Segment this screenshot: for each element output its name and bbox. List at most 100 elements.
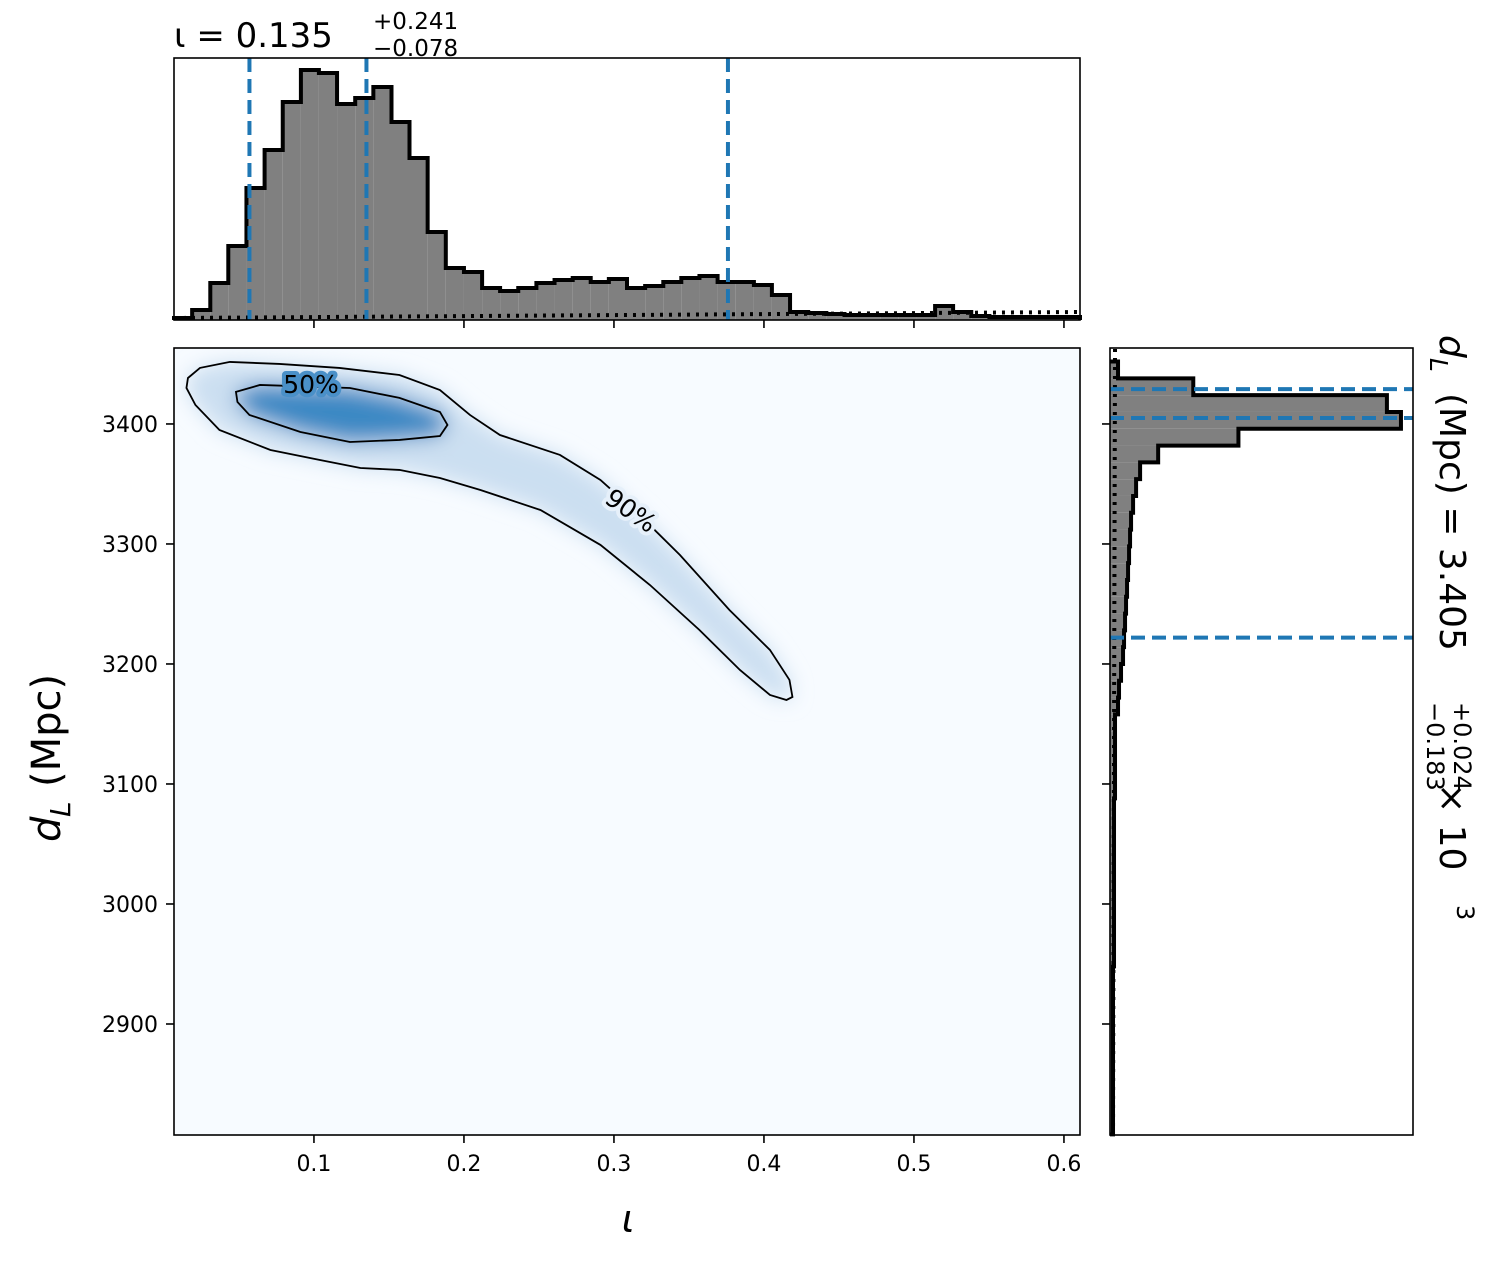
hist-bar [482, 288, 501, 320]
hist-bar [228, 246, 247, 320]
hist-bar [1110, 949, 1115, 967]
hist-bar [1110, 428, 1239, 446]
hist-bar [1110, 411, 1401, 429]
hist-bar [953, 312, 972, 320]
hist-bar [790, 312, 809, 320]
hist-bar [355, 98, 374, 320]
hist-bar [1110, 378, 1194, 396]
x-tick-label: 0.2 [446, 1152, 481, 1177]
hist-bar [1110, 395, 1387, 412]
y-tick-label: 2900 [102, 1013, 158, 1038]
hist-bar [699, 276, 718, 320]
hist-bar [880, 315, 899, 320]
contour-line [234, 384, 449, 443]
hist-bar [1110, 915, 1115, 933]
hist-bar [192, 310, 211, 320]
hist-bar [427, 232, 446, 320]
y-label-subscript: L [44, 801, 77, 817]
hist-bar [844, 315, 863, 320]
hist-bar [1110, 647, 1124, 664]
right-title-text: (Mpc) = 3.405 [1431, 393, 1472, 651]
y-tick-label: 3100 [102, 773, 158, 798]
hist-bar [1110, 848, 1115, 866]
right-title: d L (Mpc) = 3.405 +0.024 −0.183 × 10 3 [1421, 335, 1479, 920]
hist-bar [445, 268, 464, 320]
hist-bar [1110, 714, 1116, 732]
hist-bar [373, 87, 392, 320]
y-label-text: (Mpc) [24, 674, 70, 787]
hist-bar [1110, 613, 1126, 631]
hist-outline [172, 68, 1082, 320]
hist-bar [1110, 479, 1137, 496]
hist-bar [681, 278, 700, 320]
hist-bar [608, 279, 627, 320]
y-tick-label: 3400 [102, 413, 158, 438]
hist-bar [282, 102, 301, 320]
hist-bar [1110, 781, 1116, 799]
hist-bar [391, 122, 410, 320]
hist-bar [1110, 731, 1116, 748]
hist-bar [771, 295, 791, 320]
right-title-symbol: d [1431, 335, 1472, 359]
hist-bar [808, 313, 827, 320]
y-label-symbol: d [24, 816, 70, 842]
y-tick-label: 3300 [102, 533, 158, 558]
hist-bar [916, 315, 936, 320]
hist-bar [898, 315, 917, 320]
x-tick-label: 0.5 [896, 1152, 931, 1177]
x-tick-label: 0.6 [1046, 1152, 1081, 1177]
hist-outline [1110, 359, 1403, 1137]
hist-bar [1110, 529, 1131, 547]
contour-line [185, 361, 794, 701]
hist-bar [554, 280, 573, 320]
hist-bar [318, 73, 338, 320]
hist-bar [862, 315, 881, 320]
right-title-scale: × 10 [1431, 783, 1472, 870]
hist-bar [753, 285, 772, 320]
right-title-upper: +0.024 [1448, 702, 1476, 791]
hist-bar [409, 158, 428, 320]
hist-bar [935, 306, 954, 320]
right-title-exponent: 3 [1451, 905, 1479, 920]
y-axis-label: d L (Mpc) [24, 674, 77, 842]
hist-bar [1110, 932, 1115, 950]
hist-bar [1110, 663, 1122, 681]
hist-bar [826, 314, 845, 320]
hist-bar [663, 282, 682, 320]
hist-bar [337, 104, 356, 320]
hist-bar [1110, 512, 1132, 530]
hist-bar [590, 282, 609, 320]
contour-label: 50% [283, 370, 339, 399]
x-tick-label: 0.3 [596, 1152, 631, 1177]
hist-bar [1110, 462, 1141, 480]
hist-bar [210, 283, 229, 320]
hist-bar [264, 150, 283, 320]
hist-bar [1110, 495, 1134, 513]
hist-bar [645, 286, 664, 320]
plot-background [174, 348, 1080, 1135]
top-title: ι = 0.135 [174, 16, 333, 56]
axes-frame [173, 57, 1081, 321]
top-title-upper: +0.241 [373, 9, 458, 35]
y-tick-label: 3000 [102, 893, 158, 918]
right-title-subscript: L [1424, 358, 1453, 372]
hist-bar [1110, 445, 1159, 463]
hist-bar [627, 288, 646, 320]
hist-bar [246, 188, 265, 320]
density-fill [186, 361, 793, 700]
hist-bar [572, 278, 591, 320]
hist-bar [1110, 697, 1119, 715]
hist-bar [1110, 798, 1115, 816]
hist-bar [300, 70, 319, 320]
hist-bar [1110, 680, 1120, 698]
axes-frame [1109, 347, 1414, 1136]
y-tick-label: 3200 [102, 653, 158, 678]
hist-bar [735, 282, 754, 320]
hist-bar [1110, 831, 1115, 849]
hist-bar [1110, 596, 1127, 614]
x-tick-label: 0.1 [296, 1152, 331, 1177]
hist-bar [1110, 815, 1115, 832]
right-title-lower: −0.183 [1421, 702, 1449, 791]
